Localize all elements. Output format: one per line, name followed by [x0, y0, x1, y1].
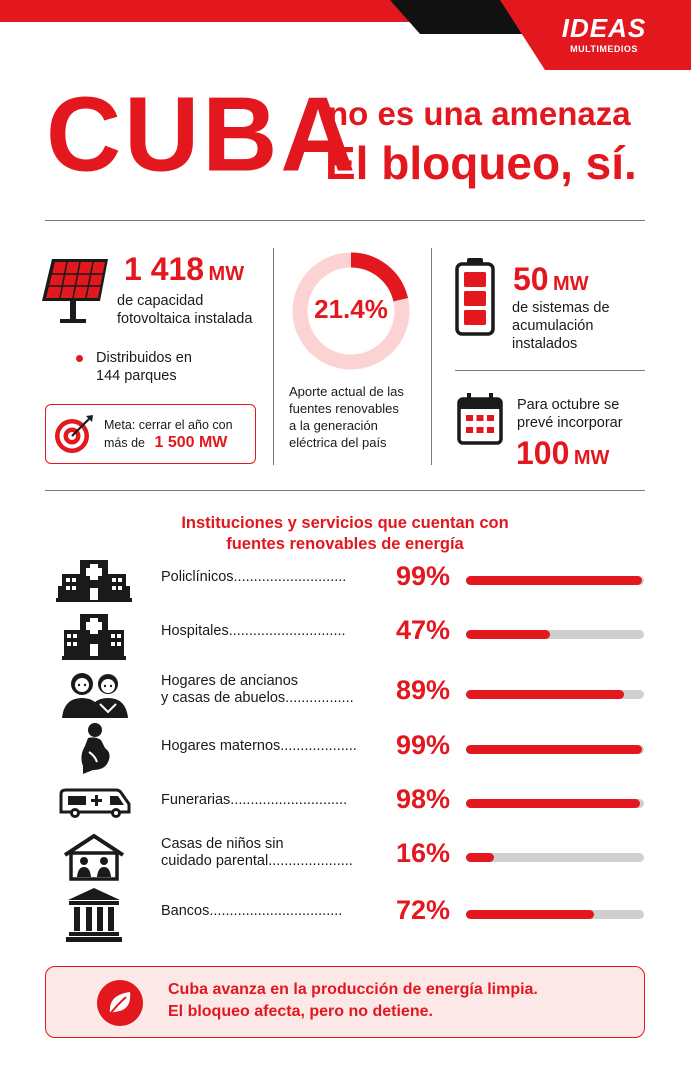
institution-label: Policlínicos............................	[161, 569, 347, 585]
institution-bar-fill	[466, 576, 643, 585]
institution-label: Funerarias.............................	[161, 792, 348, 808]
title-cuba: CUBA	[46, 75, 359, 195]
solar-panel-icon	[42, 259, 108, 323]
bullet-dot	[76, 355, 83, 362]
institution-label: Casas de niños sin cuidado parental......…	[161, 836, 353, 869]
institution-percent: 98%	[395, 784, 450, 814]
institution-bar-fill	[466, 853, 495, 862]
storage-value: 50 MW	[513, 261, 589, 297]
institution-percent: 99%	[395, 561, 450, 591]
goal-text: Meta: cerrar el año con más de 1 500 MW	[104, 418, 233, 451]
divider-top	[45, 220, 645, 221]
logo-wordmark: IDEAS	[561, 13, 647, 43]
hearse-icon	[59, 788, 131, 818]
institution-bar-track	[466, 745, 644, 754]
renewables-donut	[292, 252, 410, 370]
institution-bar-fill	[466, 630, 550, 639]
divider-vertical-1	[273, 248, 274, 465]
footer-text: Cuba avanza en la producción de energía …	[168, 981, 538, 1020]
institution-bar-fill	[466, 910, 595, 919]
institution-percent: 72%	[395, 895, 450, 925]
divider-storage	[455, 370, 645, 371]
institutions-title: Instituciones y servicios que cuentan co…	[181, 514, 509, 553]
hospital-icon	[62, 614, 126, 660]
institution-percent: 99%	[395, 730, 450, 760]
title-subline-1: no es una amenaza	[328, 95, 631, 132]
bank-icon	[66, 888, 122, 942]
institution-percent: 89%	[395, 675, 450, 705]
institution-label: Bancos.................................	[161, 903, 343, 919]
storage-desc: de sistemas de acumulación instalados	[512, 300, 610, 352]
institution-label: Hogares de ancianos y casas de abuelos...…	[161, 673, 354, 706]
goal-box	[45, 404, 256, 464]
renewables-desc: Aporte actual de las fuentes renovables …	[289, 384, 404, 450]
solar-capacity-value: 1 418 MW	[124, 251, 245, 287]
logo-subtitle: MULTIMEDIOS	[570, 44, 638, 54]
institution-bar-fill	[466, 745, 643, 754]
battery-icon	[455, 258, 495, 336]
storage-plan-text: Para octubre se prevé incorporar	[517, 397, 623, 431]
institution-bar-fill	[466, 690, 625, 699]
institution-bar-track	[466, 853, 644, 862]
divider-middle	[45, 490, 645, 491]
calendar-icon	[457, 393, 503, 445]
renewables-percent-label: 21.4%	[314, 294, 388, 324]
institution-bar-track	[466, 576, 644, 585]
divider-vertical-2	[431, 248, 432, 465]
title-subline-2: El bloqueo, sí.	[325, 137, 637, 189]
header-banner	[0, 0, 691, 70]
leaf-icon	[97, 980, 143, 1026]
target-icon	[55, 415, 93, 453]
institution-label: Hospitales.............................	[161, 623, 346, 639]
institution-bar-track	[466, 910, 644, 919]
institution-label: Hogares maternos...................	[161, 738, 357, 754]
elderly-couple-icon	[62, 673, 128, 718]
solar-parks-text: Distribuidos en 144 parques	[96, 350, 192, 384]
polyclinic-icon	[56, 560, 132, 602]
footer-box	[45, 966, 645, 1038]
storage-plan-value: 100 MW	[516, 435, 610, 471]
institution-percent: 47%	[395, 615, 450, 645]
solar-capacity-desc: de capacidad fotovoltaica instalada	[117, 293, 253, 327]
institution-percent: 16%	[395, 838, 450, 868]
institution-bar-track	[466, 799, 644, 808]
donut-value-arc	[292, 252, 410, 370]
pregnant-woman-icon	[81, 723, 110, 774]
institution-bar-track	[466, 690, 644, 699]
children-home-icon	[63, 833, 125, 881]
ideas-multimedios-logo: IDEAS MULTIMEDIOS	[559, 14, 649, 54]
institution-bar-fill	[466, 799, 641, 808]
institution-bar-track	[466, 630, 644, 639]
